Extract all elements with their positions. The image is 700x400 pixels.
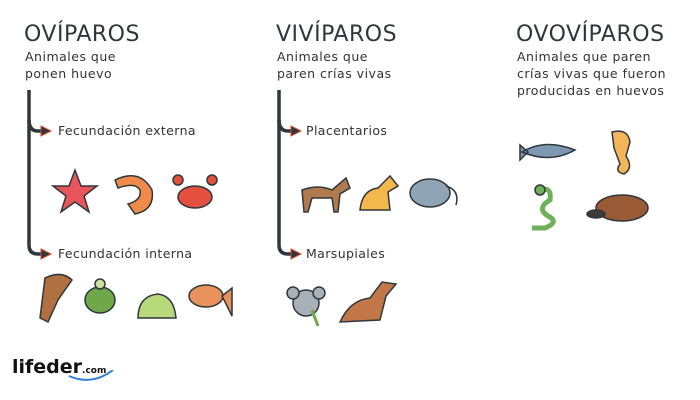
subtitle-line: Animales que (25, 49, 116, 64)
tree-line-viviparos (277, 90, 292, 256)
subtitle-ovoviviparos: Animales que paren crías vivas que fuero… (517, 48, 666, 99)
subtitle-line: ponen huevo (25, 66, 113, 81)
arrow-icon (40, 248, 53, 260)
title-viviparos: VIVÍPAROS (276, 22, 398, 47)
branch-line-placentarios (277, 119, 292, 133)
shrimp-icon (114, 175, 154, 215)
branch-label-interna: Fecundación interna (58, 246, 193, 261)
platypus-icon (586, 194, 649, 222)
logo-suffix: .com (82, 366, 107, 376)
dog-icon (359, 174, 400, 211)
tree-line-oviparos (27, 90, 42, 256)
branch-label-marsupiales: Marsupiales (306, 246, 386, 261)
lifeder-logo: lifeder.com (12, 356, 114, 381)
logo-swoosh-icon (68, 370, 114, 381)
elephant-icon (409, 178, 458, 208)
snake-icon (532, 184, 556, 231)
branch-line-externa (27, 119, 42, 133)
branch-label-externa: Fecundación externa (58, 123, 196, 138)
branch-label-placentarios: Placentarios (306, 123, 388, 138)
title-ovoviviparos: OVOVÍPAROS (516, 22, 665, 47)
subtitle-line: Animales que paren (517, 49, 652, 64)
shark-icon (519, 143, 577, 162)
koala-icon (286, 286, 326, 327)
title-oviparos: OVÍPAROS (24, 22, 140, 47)
subtitle-line: producidas en huevos (517, 83, 665, 98)
subtitle-viviparos: Animales que paren crías vivas (277, 48, 392, 82)
logo-text: lifeder (12, 356, 83, 378)
subtitle-line: crías vivas que fueron (517, 66, 667, 81)
crab-icon (172, 174, 218, 209)
subtitle-oviparos: Animales que ponen huevo (25, 48, 116, 82)
fish-icon (188, 284, 233, 317)
kangaroo-icon (338, 281, 398, 323)
turtle-icon (84, 278, 116, 314)
subtitle-line: paren crías vivas (277, 66, 392, 81)
subtitle-line: Animales que (277, 49, 368, 64)
arrow-icon (40, 125, 53, 137)
horse-icon (301, 176, 351, 213)
seahorse-icon (611, 130, 631, 175)
arrow-icon (290, 125, 303, 137)
arrow-icon (290, 248, 303, 260)
starfish-icon (50, 167, 100, 214)
eagle-icon (39, 273, 73, 324)
frog-icon (137, 293, 177, 319)
